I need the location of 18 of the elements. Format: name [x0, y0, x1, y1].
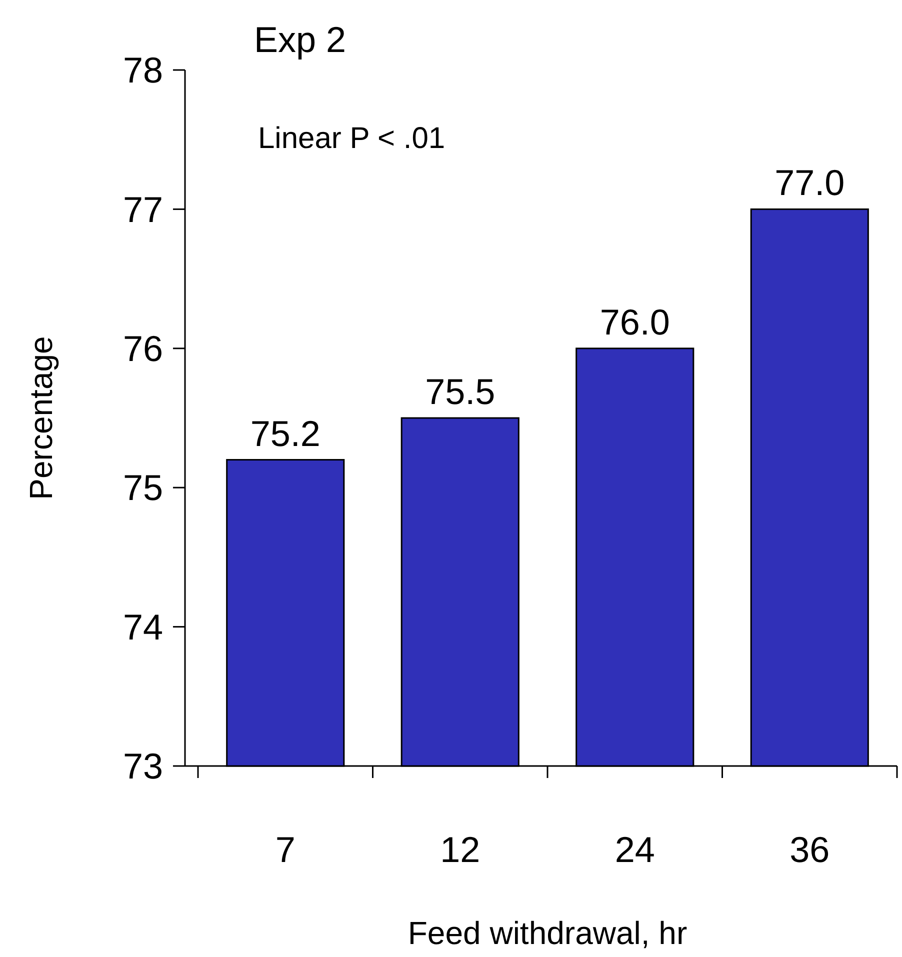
x-tick-label: 7 — [275, 829, 296, 870]
y-tick-label: 78 — [122, 50, 163, 91]
y-tick-label: 75 — [122, 467, 163, 508]
x-tick-label: 12 — [440, 829, 480, 870]
data-label: 77.0 — [774, 162, 845, 204]
x-tick-label: 24 — [614, 829, 655, 870]
data-label: 75.2 — [250, 412, 320, 454]
annotation: Linear P < .01 — [258, 122, 446, 155]
data-label: 75.5 — [425, 371, 496, 412]
y-axis-title: Percentage — [23, 336, 59, 500]
x-tick-label: 36 — [790, 829, 830, 870]
y-tick-label: 73 — [122, 746, 163, 787]
data-label: 76.0 — [600, 301, 670, 342]
chart-title: Exp 2 — [254, 19, 346, 60]
y-tick-label: 76 — [122, 328, 163, 369]
x-axis-title: Feed withdrawal, hr — [408, 915, 688, 951]
y-tick-label: 74 — [122, 606, 163, 648]
y-tick-label: 77 — [122, 188, 163, 230]
